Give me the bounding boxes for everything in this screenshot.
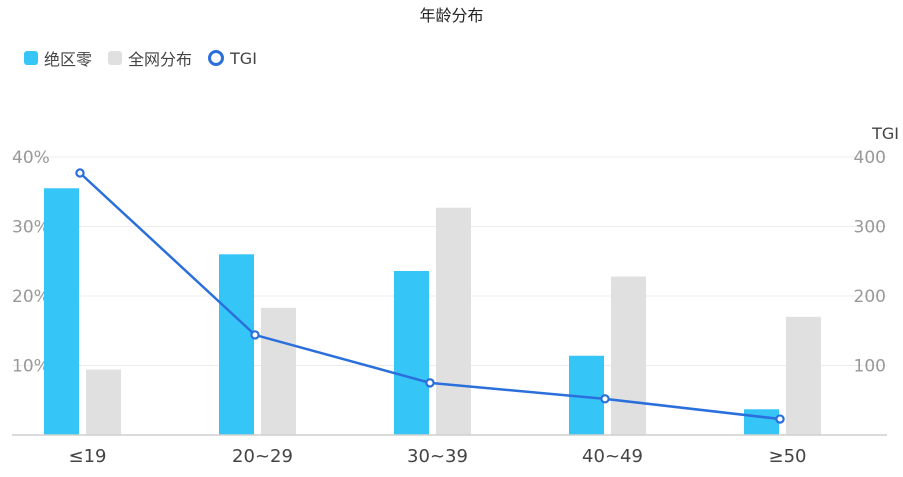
legend-label-tgi: TGI — [230, 48, 257, 68]
x-tick-label: 30~39 — [407, 446, 468, 467]
bar-all[interactable] — [86, 369, 121, 435]
bars — [44, 188, 821, 435]
y-left-tick-label: 20% — [12, 287, 50, 307]
tgi-point[interactable] — [600, 394, 610, 404]
x-tick-label: 40~49 — [582, 446, 643, 467]
x-tick-label: ≤19 — [69, 446, 107, 467]
tgi-point[interactable] — [425, 378, 435, 388]
bar-all[interactable] — [436, 207, 471, 435]
y-axis-right: 100 200 300 400 TGI — [854, 124, 899, 377]
legend-item-tgi[interactable]: TGI — [208, 49, 257, 68]
bar-zzz[interactable] — [394, 270, 429, 435]
tgi-point[interactable] — [250, 330, 260, 340]
x-tick-label: ≥50 — [769, 446, 807, 467]
legend-swatch-zzz — [24, 51, 38, 65]
tgi-point[interactable] — [775, 414, 785, 424]
y-right-tick-label: 200 — [854, 287, 886, 307]
bar-zzz[interactable] — [44, 188, 79, 435]
bar-all[interactable] — [261, 307, 296, 435]
legend-marker-tgi — [208, 50, 225, 66]
x-tick-label: 20~29 — [232, 446, 293, 467]
y-right-axis-title: TGI — [871, 124, 899, 143]
legend-item-all[interactable]: 全网分布 — [108, 46, 192, 70]
legend-label-all: 全网分布 — [128, 50, 193, 69]
bar-zzz[interactable] — [744, 409, 779, 435]
legend-label-zzz: 绝区零 — [44, 50, 93, 69]
chart-title: 年龄分布 — [419, 6, 484, 25]
legend: 绝区零 全网分布 TGI — [24, 46, 273, 70]
y-left-tick-label: 30% — [12, 218, 50, 238]
y-right-tick-label: 100 — [854, 357, 886, 377]
y-axis-left: 10% 20% 30% 40% — [12, 148, 50, 377]
bar-all[interactable] — [786, 316, 821, 435]
tgi-line — [75, 168, 785, 424]
bar-zzz[interactable] — [219, 254, 254, 435]
y-left-tick-label: 10% — [12, 357, 50, 377]
tgi-point[interactable] — [75, 168, 85, 178]
bar-all[interactable] — [611, 276, 646, 435]
y-right-tick-label: 300 — [854, 218, 886, 238]
y-right-tick-label: 400 — [854, 148, 886, 168]
y-left-tick-label: 40% — [12, 148, 50, 168]
legend-item-zzz[interactable]: 绝区零 — [24, 46, 92, 70]
legend-swatch-all — [108, 51, 123, 65]
x-axis: ≤19 20~29 30~39 40~49 ≥50 — [12, 434, 887, 467]
